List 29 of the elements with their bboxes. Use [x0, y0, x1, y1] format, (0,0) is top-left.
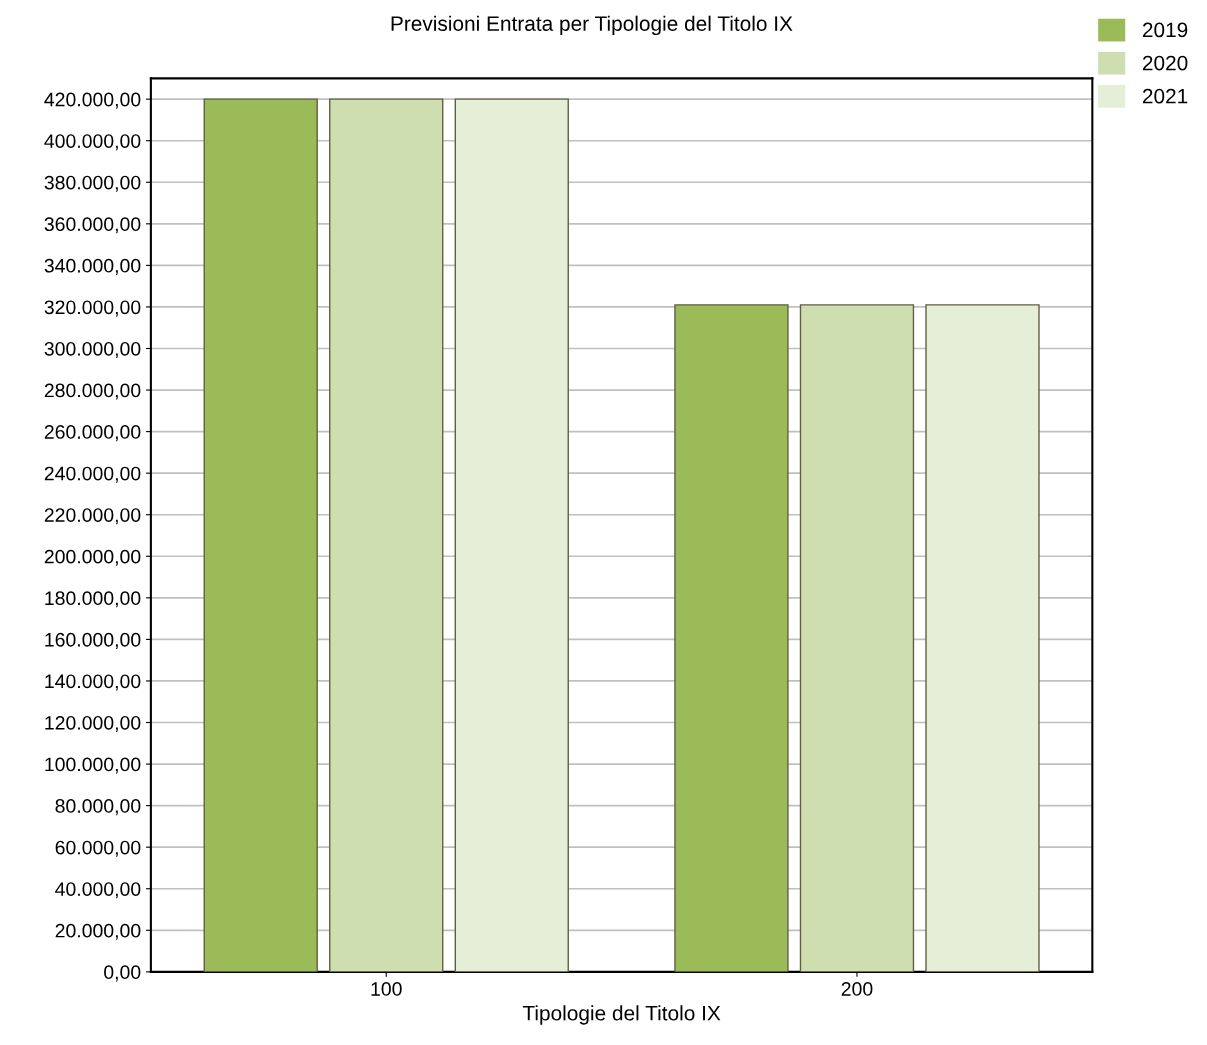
x-tick-label: 200: [841, 982, 873, 996]
y-tick-label: 420.000,00: [44, 92, 141, 109]
y-tick-label: 240.000,00: [44, 466, 141, 483]
y-tick-label: 380.000,00: [44, 175, 141, 192]
legend-label: 2021: [1142, 88, 1188, 104]
y-tick-label: 360.000,00: [44, 217, 141, 234]
y-tick-label: 280.000,00: [44, 383, 141, 400]
y-tick-label: 260.000,00: [44, 425, 141, 442]
y-tick-label: 40.000,00: [55, 882, 141, 899]
y-tick-label: 400.000,00: [44, 134, 141, 151]
x-axis-title: Tipologie del Titolo IX: [522, 1005, 721, 1025]
legend-label: 2020: [1142, 55, 1188, 71]
y-tick-label: 140.000,00: [45, 674, 141, 691]
y-tick-label: 300.000,00: [44, 341, 141, 359]
y-tick-label: 220.000,00: [44, 508, 141, 525]
y-tick-label: 60.000,00: [55, 840, 141, 857]
y-tick-label: 180.000,00: [45, 591, 141, 608]
y-tick-label: 80.000,00: [55, 799, 141, 816]
chart-title: Previsioni Entrata per Tipologie del Titolo IX: [391, 15, 793, 36]
y-tick-label: 320.000,00: [44, 300, 141, 317]
y-tick-label: 120.000,00: [45, 715, 141, 733]
y-tick-label: 0,00: [104, 965, 141, 982]
y-tick-label: 340.000,00: [44, 258, 141, 275]
y-tick-label: 20.000,00: [55, 923, 141, 940]
y-tick-label: 200.000,00: [44, 549, 141, 566]
y-tick-label: 100.000,00: [45, 757, 141, 774]
legend-label: 2019: [1142, 22, 1188, 38]
y-tick-label: 160.000,00: [45, 632, 141, 649]
x-tick-label: 100: [371, 982, 402, 996]
